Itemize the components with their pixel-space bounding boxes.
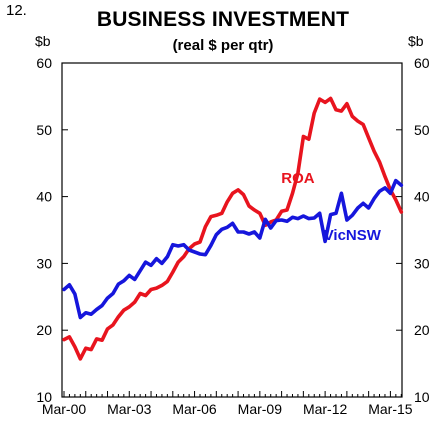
y-tick-label-right-10: 10 (414, 389, 430, 405)
right-axis-unit: $b (408, 33, 424, 49)
series-line-vicnsw (62, 178, 404, 320)
x-tick-label-mar-06: Mar-06 (172, 401, 217, 417)
y-tick-label-right-40: 40 (414, 189, 430, 205)
left-axis-unit: $b (35, 33, 51, 49)
series-line-roa (62, 96, 404, 361)
x-tick-label-mar-00: Mar-00 (42, 401, 87, 417)
y-tick-label-left-30: 30 (36, 255, 52, 271)
chart-subtitle: (real $ per qtr) (172, 37, 274, 54)
y-tick-label-left-20: 20 (36, 322, 52, 338)
series-label-vicnsw: VicNSW (324, 227, 382, 244)
y-tick-label-right-30: 30 (414, 255, 430, 271)
y-tick-label-left-40: 40 (36, 189, 52, 205)
y-tick-label-right-50: 50 (414, 122, 430, 138)
x-tick-label-mar-09: Mar-09 (238, 401, 283, 417)
y-tick-label-left-60: 60 (36, 55, 52, 71)
y-tick-label-left-10: 10 (36, 389, 52, 405)
y-tick-label-right-60: 60 (414, 55, 430, 71)
x-tick-label-mar-15: Mar-15 (368, 401, 413, 417)
series-label-roa: ROA (281, 170, 315, 187)
plot-frame (61, 62, 403, 398)
y-tick-label-right-20: 20 (414, 322, 430, 338)
figure-number: 12. (6, 2, 27, 19)
x-tick-label-mar-03: Mar-03 (107, 401, 152, 417)
y-tick-label-left-50: 50 (36, 122, 52, 138)
chart-title: BUSINESS INVESTMENT (96, 8, 350, 31)
x-tick-label-mar-12: Mar-12 (303, 401, 348, 417)
